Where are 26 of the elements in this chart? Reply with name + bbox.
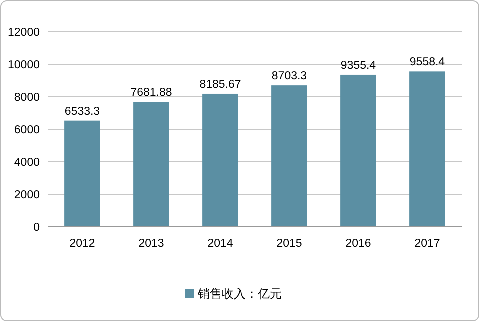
y-tick-label: 10000 <box>8 60 40 72</box>
x-tick-label: 2013 <box>138 238 164 250</box>
y-tick-label: 6000 <box>14 124 40 137</box>
y-tick-label: 2000 <box>14 190 40 202</box>
x-tick-label: 2015 <box>276 238 302 250</box>
data-label: 8703.3 <box>272 70 308 83</box>
x-tick-label: 2012 <box>70 238 96 250</box>
data-label: 9355.4 <box>340 60 377 72</box>
y-tick-label: 8000 <box>14 92 40 104</box>
y-tick-label: 4000 <box>14 157 40 170</box>
data-label: 7681.88 <box>130 87 172 100</box>
bar <box>64 120 100 227</box>
data-label: 9558.4 <box>410 56 446 69</box>
data-label: 6533.3 <box>64 106 100 118</box>
x-tick-label: 2014 <box>208 238 234 250</box>
legend-label: 销售收入：亿元 <box>197 287 282 302</box>
y-tick-label: 0 <box>34 222 40 234</box>
x-tick-label: 2016 <box>346 238 372 250</box>
bar <box>340 74 376 227</box>
y-tick-label: 12000 <box>8 27 40 40</box>
bar <box>410 72 446 227</box>
bar <box>202 94 238 227</box>
x-tick-label: 2017 <box>414 238 440 250</box>
data-label: 8185.67 <box>200 78 242 91</box>
bar <box>272 86 308 227</box>
bar <box>134 102 170 227</box>
